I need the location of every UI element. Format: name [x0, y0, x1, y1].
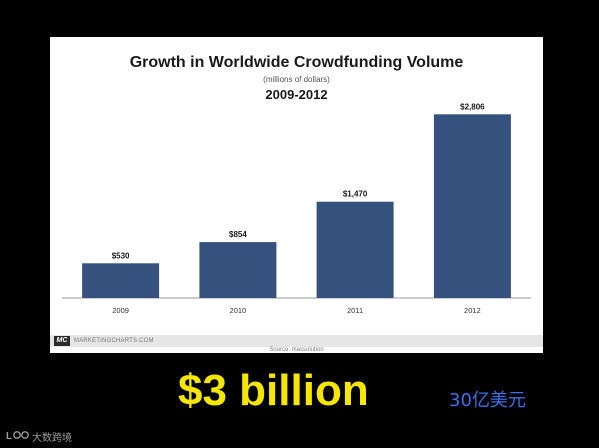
- bar-2011: [316, 201, 394, 298]
- data-label-2012: $2,806: [460, 102, 485, 111]
- watermark-text: 大数跨境: [32, 433, 72, 444]
- lang-logo-icon: L: [6, 428, 30, 442]
- data-label-2011: $1,470: [343, 190, 368, 199]
- svg-text:L: L: [6, 431, 12, 442]
- x-tick-label-2009: 2009: [112, 306, 129, 315]
- chart-panel: Growth in Worldwide Crowdfunding Volume …: [50, 37, 543, 353]
- chart-footer: MC MARKETINGCHARTS.COM: [50, 335, 543, 347]
- source-text: Source: massolution: [269, 347, 324, 353]
- chart-period: 2009-2012: [265, 87, 328, 102]
- x-tick-label-2011: 2011: [347, 306, 363, 315]
- caption-chinese-amount: 30亿美元: [449, 390, 526, 411]
- x-tick-label-2012: 2012: [464, 306, 481, 315]
- bar-2009: [82, 263, 160, 298]
- data-label-2009: $530: [112, 251, 130, 260]
- bar-2012: [433, 114, 511, 298]
- chart-title: Growth in Worldwide Crowdfunding Volume: [129, 54, 464, 71]
- bar-chart: $530 2009 $854 2010 $1,470 2011 $2,806 2012: [62, 102, 531, 315]
- marketingcharts-logo: MC: [54, 336, 70, 346]
- data-label-2010: $854: [229, 230, 247, 239]
- x-tick-label-2010: 2010: [230, 306, 247, 315]
- chart-subtitle: (millions of dollars): [263, 75, 330, 84]
- brand-text: MARKETINGCHARTS.COM: [74, 338, 154, 344]
- caption-amount: $3 billion: [178, 366, 369, 415]
- bar-2010: [199, 242, 277, 298]
